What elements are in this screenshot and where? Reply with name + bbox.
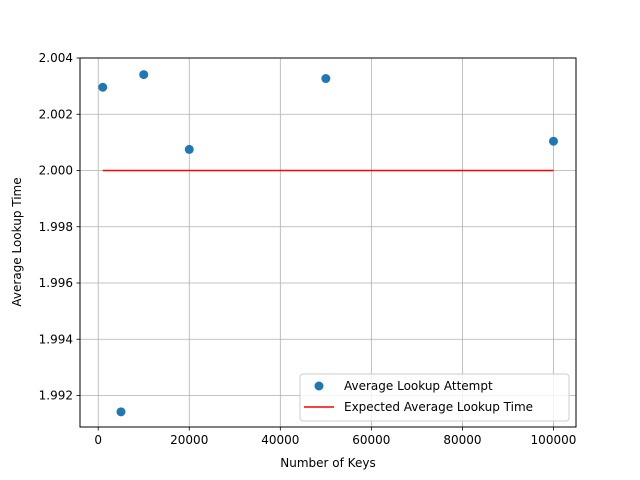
y-tick-label: 1.992 [39, 389, 73, 403]
y-tick-label: 1.996 [39, 276, 73, 290]
y-tick-label: 1.998 [39, 220, 73, 234]
y-axis-ticks: 1.992 1.994 1.996 1.998 2.000 2.002 2.004 [39, 51, 80, 403]
x-tick-label: 80000 [443, 433, 481, 447]
legend-box [299, 373, 570, 422]
y-tick-label: 2.004 [39, 51, 73, 65]
x-axis-ticks: 0 20000 40000 60000 80000 100000 [94, 427, 576, 447]
x-tick-label: 100000 [531, 433, 577, 447]
x-tick-label: 60000 [352, 433, 390, 447]
legend: Average Lookup Attempt Expected Average … [299, 373, 570, 422]
scatter-point [548, 136, 558, 146]
y-tick-label: 2.000 [39, 164, 73, 178]
legend-marker-average-lookup-attempt [314, 381, 324, 391]
scatter-point [139, 70, 149, 80]
y-tick-label: 2.002 [39, 107, 73, 121]
y-tick-label: 1.994 [39, 332, 73, 346]
plot-marks [98, 70, 558, 417]
scatter-point [98, 82, 108, 92]
x-tick-label: 0 [94, 433, 102, 447]
x-tick-label: 20000 [170, 433, 208, 447]
x-tick-label: 40000 [261, 433, 299, 447]
scatter-point [321, 74, 331, 84]
plot-frame [79, 57, 577, 428]
legend-label-expected-average-lookup-time: Expected Average Lookup Time [344, 400, 533, 414]
y-axis-label: Average Lookup Time [10, 177, 24, 306]
legend-label-average-lookup-attempt: Average Lookup Attempt [344, 379, 493, 393]
x-axis-label: Number of Keys [280, 456, 375, 470]
scatter-point [116, 407, 126, 417]
scatter-point [184, 144, 194, 154]
